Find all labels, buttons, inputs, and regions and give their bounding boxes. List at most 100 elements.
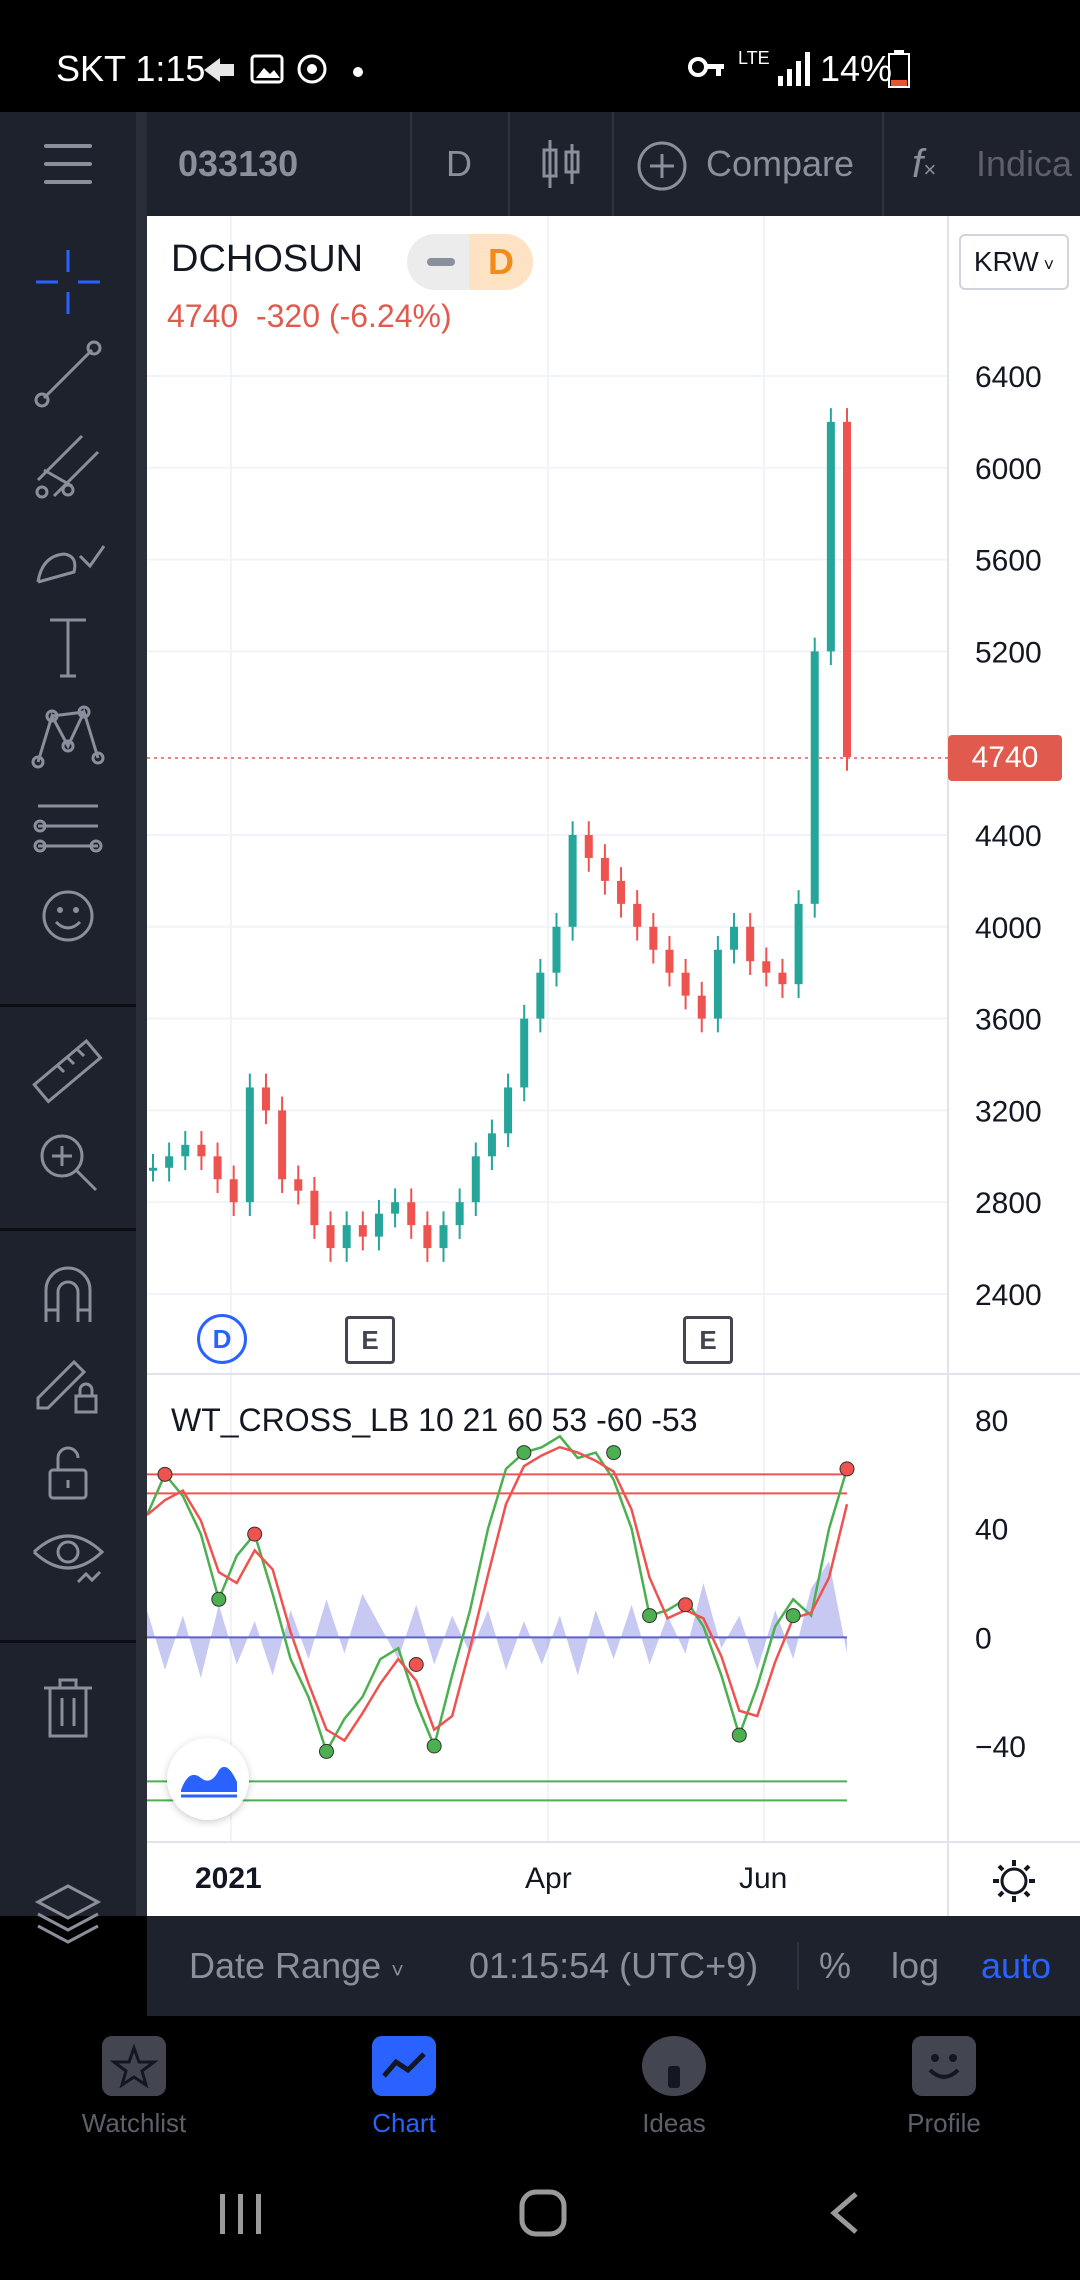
- tab-label: Profile: [907, 2108, 981, 2138]
- candle-body: [697, 995, 706, 1019]
- recents-icon[interactable]: [218, 2192, 264, 2236]
- candle-body: [600, 857, 609, 881]
- logo-icon: [181, 1766, 237, 1798]
- collapse-icon: [427, 258, 455, 266]
- candle-body: [746, 926, 755, 962]
- indicators-button[interactable]: Indica: [976, 143, 1073, 184]
- indicator-wt1-line: [147, 1434, 849, 1755]
- signal-icon: [778, 52, 810, 86]
- indicator-axis-label: 0: [975, 1622, 992, 1655]
- candle-body: [810, 651, 819, 904]
- currency-selector[interactable]: KRW ˅: [959, 234, 1069, 290]
- chart-area[interactable]: 6400 6000 5600 5200 4400 4000 3600 3200 2800 2400…: [147, 216, 1080, 1916]
- prediction-icon[interactable]: [28, 786, 108, 866]
- pattern-icon[interactable]: [28, 696, 108, 776]
- indicator-wt2-line: [147, 1445, 849, 1743]
- tab-ideas[interactable]: Ideas: [574, 2016, 774, 2144]
- clock-display[interactable]: 01:15:54 (UTC+9): [469, 1945, 759, 1986]
- candle-body: [391, 1202, 400, 1214]
- indicator-axis-label: 40: [975, 1514, 1008, 1547]
- indicator-cross-dot: [677, 1597, 693, 1613]
- candle-body: [713, 949, 722, 1019]
- lock-drawings-icon[interactable]: [28, 1342, 108, 1422]
- price-axis-label: 2800: [975, 1187, 1042, 1220]
- chart-icon: [372, 2036, 436, 2096]
- compare-plus-icon[interactable]: [636, 140, 688, 192]
- emoji-icon[interactable]: [28, 876, 108, 956]
- candle-body: [584, 835, 593, 858]
- price-axis-label: 3600: [975, 1004, 1042, 1037]
- symbol-search[interactable]: 033130: [178, 143, 299, 184]
- symbol-title[interactable]: DCHOSUN: [171, 238, 364, 280]
- candle-body: [181, 1144, 190, 1157]
- indicator-cross-dot: [318, 1743, 334, 1759]
- indicator-cross-dot: [157, 1466, 173, 1482]
- candle-body: [439, 1225, 448, 1249]
- candle-body: [730, 926, 739, 950]
- tab-label: Watchlist: [81, 2108, 187, 2138]
- currency-label: KRW: [973, 246, 1039, 277]
- home-icon[interactable]: [518, 2188, 568, 2238]
- crosshair-icon[interactable]: [28, 242, 108, 322]
- settings-gear-icon[interactable]: [989, 1856, 1039, 1906]
- earnings-marker[interactable]: E: [345, 1316, 395, 1364]
- candle-body: [423, 1225, 432, 1249]
- fib-channel-icon[interactable]: [28, 426, 108, 506]
- unlock-icon[interactable]: [28, 1432, 108, 1512]
- indicator-axis-label: 80: [975, 1405, 1008, 1438]
- indicator-histogram: [147, 1561, 847, 1679]
- candle-body: [278, 1110, 287, 1180]
- candle-body: [310, 1190, 319, 1226]
- interval-button[interactable]: D: [446, 143, 472, 184]
- chart-canvas[interactable]: 6400 6000 5600 5200 4400 4000 3600 3200 2800 2400…: [147, 216, 1080, 1916]
- dividend-marker[interactable]: D: [197, 1314, 247, 1364]
- candle-body: [358, 1225, 367, 1237]
- earnings-marker[interactable]: E: [683, 1316, 733, 1364]
- fx-icon[interactable]: f×: [912, 142, 936, 186]
- trend-line-icon[interactable]: [28, 334, 108, 414]
- interval-toggle[interactable]: D: [407, 234, 533, 290]
- system-nav-bar: [0, 2144, 1080, 2280]
- candle-body: [617, 880, 626, 904]
- tab-chart[interactable]: Chart: [304, 2016, 504, 2144]
- tab-label: Ideas: [642, 2108, 706, 2138]
- compare-button[interactable]: Compare: [706, 143, 855, 184]
- candle-body: [826, 421, 835, 652]
- candle-body: [261, 1087, 270, 1111]
- date-range-button[interactable]: Date Range ˅: [189, 1945, 405, 1986]
- brush-icon[interactable]: [28, 516, 108, 596]
- candle-body: [536, 972, 545, 1019]
- eye-icon[interactable]: [28, 1516, 108, 1596]
- price-change: 4740 -320 (-6.24%): [167, 298, 452, 334]
- candle-body: [487, 1133, 496, 1157]
- auto-toggle[interactable]: auto: [981, 1945, 1052, 1986]
- chart-bottom-bar: Date Range ˅ 01:15:54 (UTC+9) % log auto: [147, 1916, 1080, 2016]
- price-axis-label: 6400: [975, 361, 1042, 394]
- indicator-cross-dot: [247, 1526, 263, 1542]
- trash-icon[interactable]: [28, 1666, 108, 1746]
- magnet-icon[interactable]: [28, 1252, 108, 1332]
- time-label-jun: Jun: [739, 1862, 788, 1895]
- indicator-cross-dot: [211, 1591, 227, 1607]
- text-icon[interactable]: [28, 606, 108, 686]
- tab-profile[interactable]: Profile: [844, 2016, 1044, 2144]
- menu-icon[interactable]: [42, 142, 94, 186]
- ruler-icon[interactable]: [28, 1032, 108, 1112]
- indicator-cross-dot: [642, 1608, 658, 1624]
- price-axis-label: 5200: [975, 636, 1042, 669]
- layers-icon[interactable]: [28, 1872, 108, 1952]
- indicator-axis-label: −40: [975, 1731, 1026, 1764]
- back-icon[interactable]: [826, 2190, 862, 2236]
- tab-watchlist[interactable]: Watchlist: [34, 2016, 234, 2144]
- candle-body: [342, 1225, 351, 1249]
- price-axis-label: 6000: [975, 453, 1042, 486]
- tradingview-logo[interactable]: [167, 1738, 249, 1820]
- indicator-label[interactable]: WT_CROSS_LB 10 21 60 53 -60 -53: [171, 1402, 698, 1438]
- candle-body: [504, 1087, 513, 1134]
- log-toggle[interactable]: log: [891, 1945, 940, 1986]
- percent-toggle[interactable]: %: [819, 1945, 852, 1986]
- candle-type-icon[interactable]: [540, 138, 584, 190]
- sidebar-resize-strip: [136, 112, 147, 1916]
- zoom-in-icon[interactable]: [28, 1122, 108, 1202]
- indicator-cross-dot: [516, 1445, 532, 1461]
